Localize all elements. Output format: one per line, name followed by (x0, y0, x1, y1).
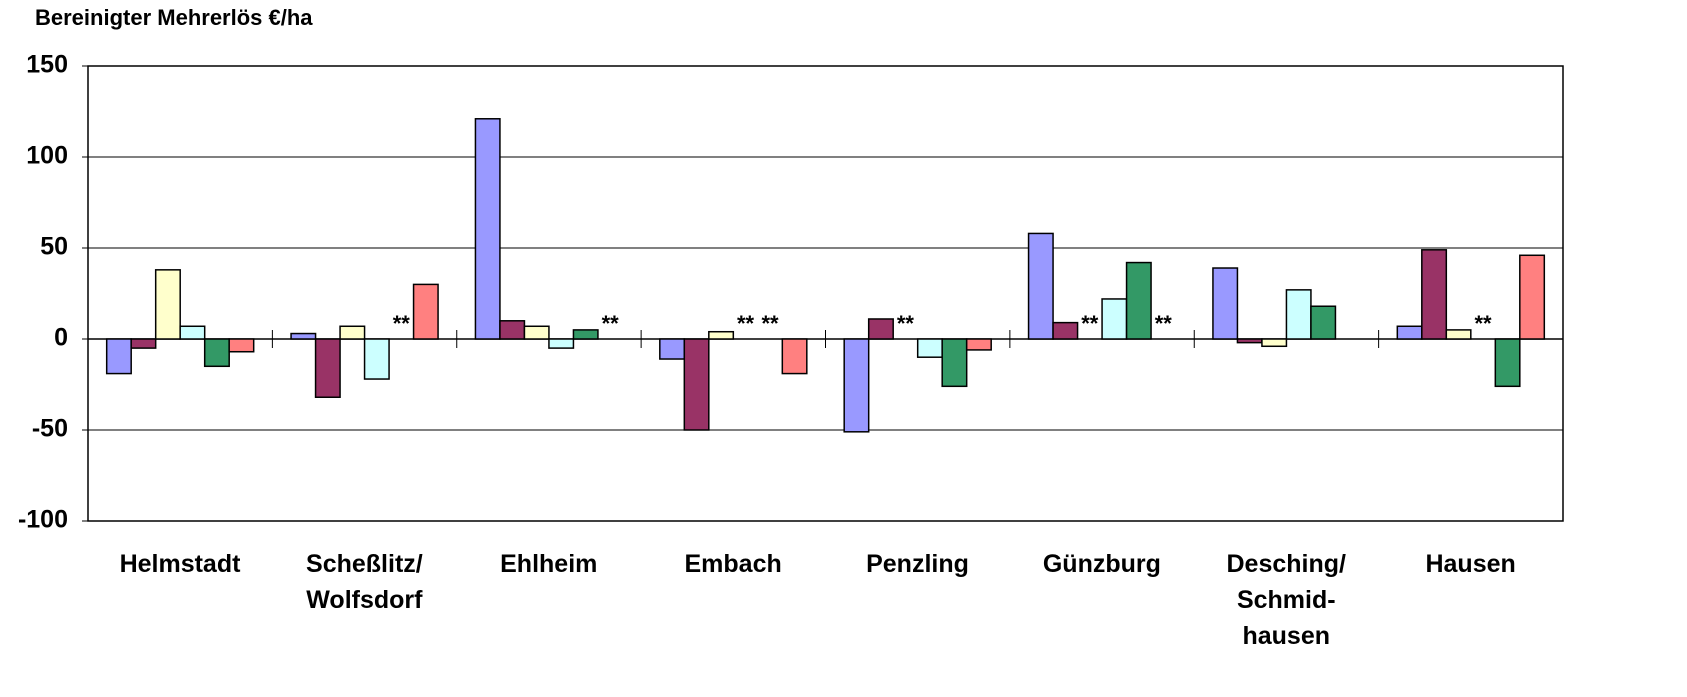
missing-marker: ** (762, 311, 780, 336)
bar (1519, 254, 1546, 340)
bar (314, 338, 341, 398)
bar (867, 318, 894, 340)
bar (1445, 329, 1472, 340)
bar (548, 338, 575, 349)
bar (1494, 338, 1521, 388)
bar (130, 338, 157, 349)
y-tick-label: -100 (18, 506, 68, 534)
missing-marker: ** (737, 311, 755, 336)
bar (523, 325, 550, 340)
y-tick-label: 150 (26, 51, 68, 79)
bar (1310, 305, 1337, 340)
bar (339, 325, 366, 340)
missing-marker: ** (1475, 311, 1493, 336)
x-tick-label: Hausen (1425, 550, 1516, 578)
x-tick-label: Günzburg (1042, 550, 1161, 578)
plot-frame (87, 65, 1564, 522)
chart-title: Bereinigter Mehrerlös €/ha (35, 5, 313, 30)
bar (708, 330, 735, 340)
bar (290, 332, 317, 340)
x-tick-label: Ehlheim (500, 550, 598, 578)
bar (1396, 325, 1423, 340)
bar (1027, 232, 1054, 340)
x-tick-label: Desching/ Schmid- hausen (1226, 550, 1346, 650)
bar (916, 338, 943, 358)
bar (572, 329, 599, 340)
x-tick-label: Penzling (866, 550, 969, 578)
x-tick-label: Helmstadt (119, 550, 241, 578)
bar (1421, 249, 1448, 340)
bar (1261, 338, 1288, 348)
bar (154, 269, 181, 340)
bar (228, 338, 255, 353)
bar (1125, 261, 1152, 340)
bar (179, 325, 206, 340)
bar (1052, 321, 1079, 340)
y-tick-label: -50 (32, 415, 68, 443)
bar (203, 338, 230, 368)
bar (781, 338, 808, 375)
bar (1101, 298, 1128, 340)
bar (412, 283, 439, 340)
y-tick-label: 50 (40, 233, 68, 261)
missing-marker: ** (393, 311, 411, 336)
bar (683, 338, 710, 431)
x-tick-label: Scheßlitz/ Wolfsdorf (306, 550, 423, 614)
bar (941, 338, 968, 388)
bar (1236, 338, 1263, 344)
bar (965, 338, 992, 351)
bar (363, 338, 390, 380)
missing-marker: ** (1155, 311, 1173, 336)
missing-marker: ** (897, 311, 915, 336)
bar (499, 320, 526, 340)
bar (843, 338, 870, 433)
y-tick-label: 100 (26, 142, 68, 170)
y-tick-label: 0 (54, 324, 68, 352)
bar (474, 118, 501, 340)
missing-marker: ** (1081, 311, 1099, 336)
bar (105, 338, 132, 375)
missing-marker: ** (602, 311, 620, 336)
bar (1285, 289, 1312, 340)
bar (1212, 267, 1239, 340)
bar (659, 338, 686, 360)
x-tick-label: Embach (684, 550, 782, 578)
